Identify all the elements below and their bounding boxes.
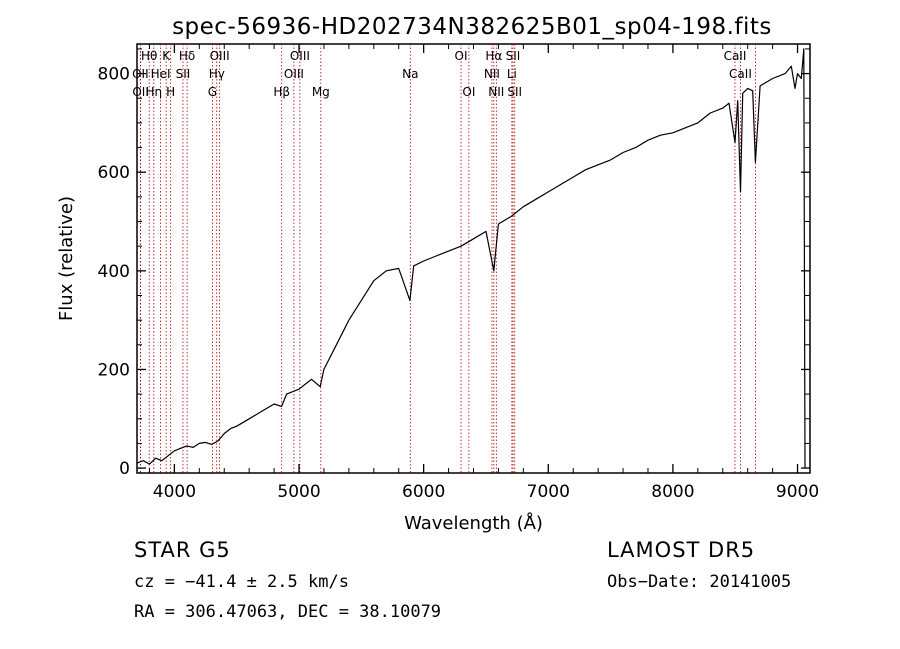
line-marker-label: CaII (744, 0, 767, 3)
x-axis-label: Wavelength (Å) (404, 512, 543, 534)
line-marker-label: Mg (312, 85, 330, 99)
x-tick-label: 4000 (153, 482, 196, 502)
line-marker-label: Hγ (209, 67, 225, 81)
y-tick-label: 200 (98, 360, 130, 380)
line-marker-label: OII (132, 85, 149, 99)
redshift-cz: cz = −41.4 ± 2.5 km/s (134, 572, 349, 592)
line-marker-label: OIII (210, 49, 230, 63)
line-marker-label: H (166, 85, 175, 99)
y-tick-label: 400 (98, 262, 130, 282)
chart-title: spec-56936-HD202734N382625B01_sp04-198.f… (172, 14, 772, 40)
y-axis-label: Flux (relative) (56, 196, 77, 321)
line-marker-label: SII (507, 85, 522, 99)
line-marker-label: Hβ (273, 85, 290, 99)
line-marker-label: Hα (485, 49, 502, 63)
line-marker-label: NII (484, 67, 500, 81)
line-marker-label: OIII (290, 49, 310, 63)
line-marker-label: G (208, 85, 217, 99)
line-marker-label: Hθ (141, 49, 157, 63)
line-marker-label: SII (176, 67, 191, 81)
x-tick-label: 9000 (776, 482, 819, 502)
object-class: STAR G5 (134, 538, 231, 562)
line-marker-label: Hδ (179, 49, 195, 63)
line-marker-label: CaII (724, 49, 747, 63)
y-tick-label: 0 (119, 459, 130, 479)
x-tick-label: 7000 (527, 482, 570, 502)
line-marker-label: OIII (284, 67, 304, 81)
ra-dec: RA = 306.47063, DEC = 38.10079 (134, 602, 442, 622)
line-marker-label: HeI (151, 67, 171, 81)
y-tick-label: 600 (98, 163, 130, 183)
line-marker-label: SII (506, 49, 521, 63)
obs-date: Obs−Date: 20141005 (607, 572, 792, 592)
line-marker-label: OI (462, 85, 475, 99)
line-marker-label: OI (455, 49, 468, 63)
line-marker-label: Li (507, 67, 517, 81)
x-tick-label: 6000 (402, 482, 445, 502)
x-tick-label: 5000 (277, 482, 320, 502)
line-marker-label: K (162, 49, 171, 63)
spectrum-line (136, 48, 806, 469)
line-marker-label: CaII (729, 67, 752, 81)
line-marker-label: NII (488, 85, 504, 99)
survey-name: LAMOST DR5 (607, 538, 756, 562)
y-tick-label: 800 (98, 65, 130, 85)
plot-frame (136, 43, 811, 474)
line-marker-label: Na (402, 67, 418, 81)
x-tick-label: 8000 (651, 482, 694, 502)
line-marker-label: Hη (146, 85, 163, 99)
